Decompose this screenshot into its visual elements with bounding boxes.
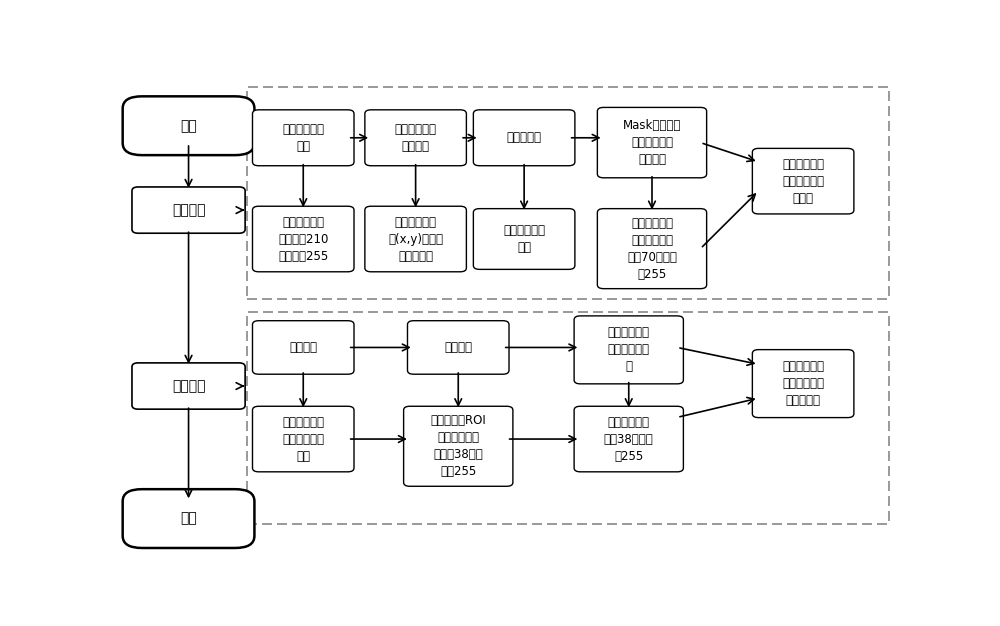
Text: 局部直方图均
衡化平衡图片
亮度: 局部直方图均 衡化平衡图片 亮度 [282,416,324,463]
Text: 转变图片为二
值图: 转变图片为二 值图 [282,123,324,153]
Text: 标记最大连通
域并做膨胀操
作: 标记最大连通 域并做膨胀操 作 [608,326,650,373]
FancyBboxPatch shape [597,108,707,178]
FancyBboxPatch shape [597,208,707,289]
FancyBboxPatch shape [574,316,683,384]
FancyBboxPatch shape [252,206,354,272]
FancyBboxPatch shape [752,148,854,214]
FancyBboxPatch shape [123,96,254,155]
FancyBboxPatch shape [365,110,466,166]
FancyBboxPatch shape [473,110,575,166]
FancyBboxPatch shape [404,406,513,486]
Text: 去除小缺陷并
将边界显示在
原图上: 去除小缺陷并 将边界显示在 原图上 [782,158,824,205]
FancyBboxPatch shape [252,321,354,374]
FancyBboxPatch shape [365,206,466,272]
Text: 结束: 结束 [180,511,197,526]
FancyBboxPatch shape [252,406,354,472]
Text: 将提取到的ROI
区域中的灰度
值大于38的点
设为255: 将提取到的ROI 区域中的灰度 值大于38的点 设为255 [430,414,486,478]
FancyBboxPatch shape [407,321,509,374]
Text: 初步寻找瓶盖
的分界线: 初步寻找瓶盖 的分界线 [395,123,437,153]
FancyBboxPatch shape [252,110,354,166]
FancyBboxPatch shape [123,489,254,548]
Text: 模板匹配: 模板匹配 [444,341,472,354]
Text: 将灰度图中灰
度值大于210
的点设为255: 将灰度图中灰 度值大于210 的点设为255 [278,215,328,262]
Text: 侧面检测: 侧面检测 [172,379,205,393]
Text: Mask掩膜操作
得到边界圆以
内的图像: Mask掩膜操作 得到边界圆以 内的图像 [623,119,681,166]
Text: 将图中灰度值
大于38的点设
为255: 将图中灰度值 大于38的点设 为255 [604,416,654,463]
Text: 模板截取: 模板截取 [289,341,317,354]
FancyBboxPatch shape [473,208,575,269]
FancyBboxPatch shape [574,406,683,472]
Text: 端面检测: 端面检测 [172,203,205,217]
Text: 边界圆拟合: 边界圆拟合 [507,131,542,144]
FancyBboxPatch shape [752,350,854,418]
Text: 阈值分割，将
图像中灰度值
大于70的值设
为255: 阈值分割，将 图像中灰度值 大于70的值设 为255 [627,217,677,280]
Text: 将边界数据变
为(x,y)形式并
存到列表里: 将边界数据变 为(x,y)形式并 存到列表里 [388,215,443,262]
FancyBboxPatch shape [132,187,245,233]
Text: 开始: 开始 [180,119,197,133]
Text: 去除小缺陷并
将缺陷边界显
示在原图上: 去除小缺陷并 将缺陷边界显 示在原图上 [782,360,824,407]
Text: 边界圆筛选并
显示: 边界圆筛选并 显示 [503,224,545,254]
FancyBboxPatch shape [132,363,245,409]
